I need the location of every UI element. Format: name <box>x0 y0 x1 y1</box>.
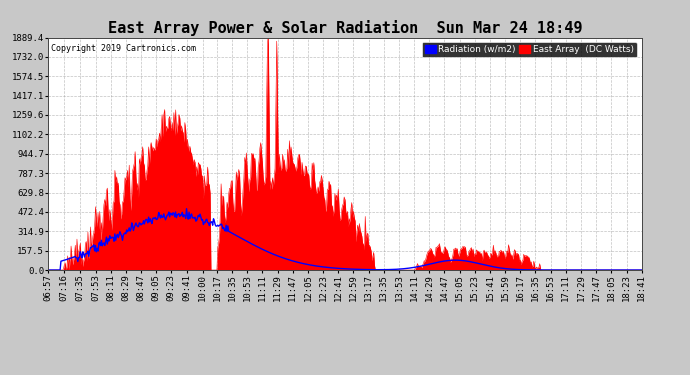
Text: Copyright 2019 Cartronics.com: Copyright 2019 Cartronics.com <box>51 45 196 54</box>
Legend: Radiation (w/m2), East Array  (DC Watts): Radiation (w/m2), East Array (DC Watts) <box>422 42 637 57</box>
Title: East Array Power & Solar Radiation  Sun Mar 24 18:49: East Array Power & Solar Radiation Sun M… <box>108 20 582 36</box>
